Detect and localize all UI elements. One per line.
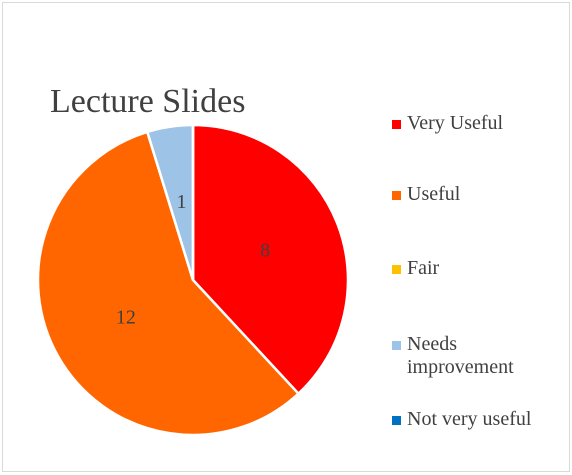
- legend-label: Needs improvement: [407, 333, 514, 378]
- legend-swatch: [392, 341, 401, 350]
- pie-slice: [191, 123, 350, 396]
- chart-title: Lecture Slides: [50, 83, 245, 120]
- data-label: 8: [260, 239, 270, 261]
- legend-swatch: [392, 265, 401, 274]
- legend-label: Very Useful: [407, 112, 504, 134]
- legend-swatch: [392, 120, 401, 129]
- legend-item: Very Useful: [392, 112, 542, 135]
- data-label: 12: [116, 306, 136, 328]
- pie-slice: [36, 130, 301, 437]
- legend-label: Fair: [407, 257, 440, 279]
- legend-swatch: [392, 191, 401, 200]
- legend-item: Not very useful: [392, 408, 542, 431]
- legend-item: Needs improvement: [392, 333, 542, 379]
- legend-swatch: [392, 416, 401, 425]
- data-label: 1: [176, 191, 186, 213]
- legend-item: Useful: [392, 183, 542, 206]
- legend-item: Fair: [392, 257, 542, 280]
- legend-label: Useful: [407, 183, 461, 205]
- legend-label: Not very useful: [407, 408, 532, 430]
